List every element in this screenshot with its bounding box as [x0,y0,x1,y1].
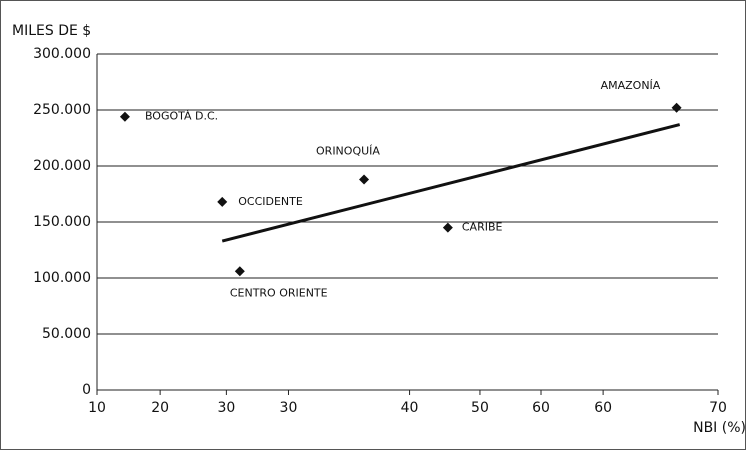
x-tick-label: 40 [401,400,419,416]
y-tick-label: 0 [82,382,91,398]
y-tick-label: 200.000 [33,158,91,174]
y-tick-label: 150.000 [33,214,91,230]
x-tick-label: 20 [151,400,169,416]
point-label: CARIBE [462,221,503,234]
y-tick-label: 250.000 [33,102,91,118]
point [671,102,682,113]
x-tick-label: 30 [280,400,298,416]
point-label: CENTRO ORIENTE [230,286,328,299]
point [359,174,370,185]
y-tick-label: 50.000 [42,326,91,342]
point-label: AMAZONÍA [601,79,661,92]
x-tick-label: 60 [532,400,550,416]
point [234,266,245,277]
y-tick-label: 100.000 [33,270,91,286]
point-label: ORINOQUÍA [316,144,380,157]
x-tick-label: 60 [594,400,612,416]
y-tick-label: 300.000 [33,46,91,62]
point [119,111,130,122]
x-tick-label: 30 [217,400,235,416]
point [217,196,228,207]
x-axis-label: NBI (%) [693,420,746,436]
point-label: BOGOTÁ D.C. [145,110,218,123]
point-label: OCCIDENTE [238,195,303,208]
point [442,222,453,233]
x-tick-label: 50 [471,400,489,416]
trendline [221,123,681,243]
x-tick-label: 10 [88,400,106,416]
x-tick-label: 70 [709,400,727,416]
y-axis-label: MILES DE $ [12,23,91,39]
frame [0,0,746,450]
